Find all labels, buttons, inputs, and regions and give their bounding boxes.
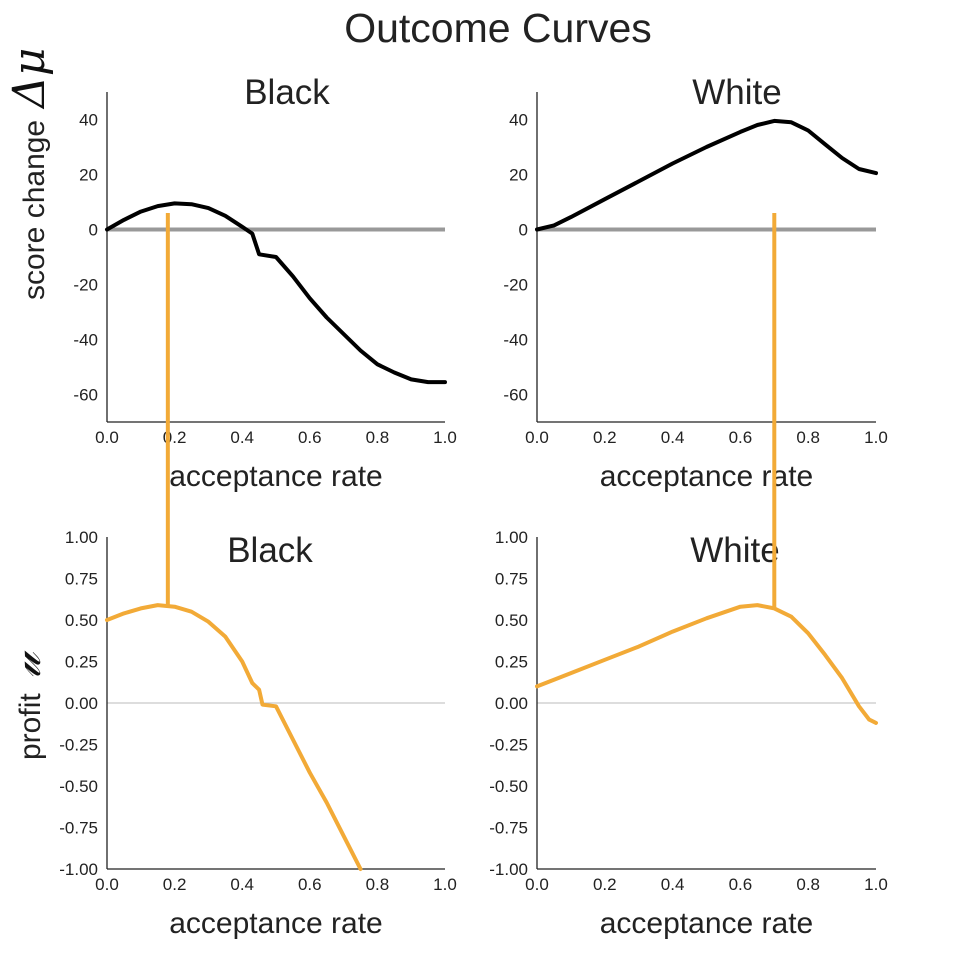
y-tick-label: 0.00 [65, 694, 98, 713]
x-tick-label: 0.2 [593, 428, 617, 447]
series-line-score-change [105, 201, 447, 385]
y-tick-label: 1.00 [65, 528, 98, 547]
panel-title: Black [244, 73, 330, 112]
bottom-row-ylabel: profit 𝓊 [0, 650, 51, 760]
y-tick-label: -0.50 [489, 777, 528, 796]
x-axis-label: acceptance rate [169, 907, 382, 940]
y-tick-label: 0.25 [65, 653, 98, 672]
x-tick-label: 0.8 [366, 428, 390, 447]
x-axis-label: acceptance rate [600, 460, 813, 493]
top-row-ylabel-text: score change [18, 120, 51, 300]
y-tick-label: 0.50 [65, 611, 98, 630]
x-axis-label: acceptance rate [169, 460, 382, 493]
x-tick-label: 1.0 [864, 875, 888, 894]
y-tick-label: 1.00 [495, 528, 528, 547]
y-tick-label: 0.25 [495, 653, 528, 672]
y-tick-label: -0.75 [59, 819, 98, 838]
y-tick-label: 0 [519, 221, 528, 240]
y-tick-label: -0.75 [489, 819, 528, 838]
y-tick-label: -60 [503, 386, 528, 405]
x-tick-label: 0.0 [525, 875, 549, 894]
chart-panel-bottom-black: 1.00 0.75 0.50 0.25 0.00 -0.25 -0.50 -0.75 -1.00… [59, 528, 457, 940]
x-tick-label: 0.0 [95, 428, 119, 447]
x-tick-label: 0.4 [661, 875, 685, 894]
x-tick-label: 1.0 [433, 428, 457, 447]
y-tick-label: -0.25 [489, 736, 528, 755]
top-row-ylabel: score change Δμ [4, 48, 55, 300]
x-tick-label: 0.2 [593, 875, 617, 894]
chart-panel-top-white: 40 20 0 -20 -40 -60 0.0 0.2 0.4 0.6 0.8 1.0 acceptan… [503, 73, 887, 493]
bottom-row-ylabel-text: profit [14, 693, 47, 760]
x-tick-label: 0.0 [95, 875, 119, 894]
y-tick-label: 0 [89, 221, 98, 240]
y-tick-label: -60 [73, 386, 98, 405]
y-tick-label: -40 [503, 331, 528, 350]
x-tick-label: 0.8 [796, 875, 820, 894]
x-tick-label: 0.4 [661, 428, 685, 447]
x-tick-label: 0.4 [230, 875, 254, 894]
x-tick-label: 0.8 [366, 875, 390, 894]
y-tick-label: -20 [503, 276, 528, 295]
y-tick-label: -1.00 [489, 860, 528, 879]
x-tick-label: 0.6 [298, 428, 322, 447]
x-tick-label: 0.6 [298, 875, 322, 894]
x-tick-label: 0.8 [796, 428, 820, 447]
panel-title: White [692, 73, 781, 112]
y-tick-label: -0.25 [59, 736, 98, 755]
x-tick-label: 0.0 [525, 428, 549, 447]
y-tick-label: -40 [73, 331, 98, 350]
series-line-profit [105, 603, 363, 871]
x-tick-label: 0.4 [230, 428, 254, 447]
y-tick-label: -0.50 [59, 777, 98, 796]
x-tick-label: 0.2 [163, 875, 187, 894]
y-tick-label: 20 [79, 166, 98, 185]
x-tick-label: 0.6 [729, 428, 753, 447]
x-tick-label: 1.0 [433, 875, 457, 894]
y-tick-label: 0.00 [495, 694, 528, 713]
y-tick-label: 40 [79, 111, 98, 130]
bottom-row-ylabel-symbol: 𝓊 [0, 650, 51, 678]
series-line-score-change [535, 118, 878, 232]
y-tick-label: 20 [509, 166, 528, 185]
y-tick-label: -20 [73, 276, 98, 295]
x-tick-label: 0.6 [729, 875, 753, 894]
y-tick-label: 0.75 [495, 570, 528, 589]
panel-title: White [690, 531, 779, 570]
y-tick-label: -1.00 [59, 860, 98, 879]
panel-title: Black [227, 531, 313, 570]
x-tick-label: 1.0 [864, 428, 888, 447]
figure-title: Outcome Curves [344, 5, 652, 51]
top-row-ylabel-symbol: Δμ [4, 48, 55, 110]
x-axis-label: acceptance rate [600, 907, 813, 940]
y-tick-label: 0.75 [65, 570, 98, 589]
series-line-profit [535, 603, 878, 725]
y-tick-label: 40 [509, 111, 528, 130]
chart-panel-bottom-white: 1.00 0.75 0.50 0.25 0.00 -0.25 -0.50 -0.75 -1.00… [489, 528, 888, 940]
connector-lines [165, 213, 777, 609]
chart-panels: 40 20 0 -20 -40 -60 0.0 0.2 0.4 0.6 0.8 1.0 acceptan… [59, 73, 888, 940]
y-tick-label: 0.50 [495, 611, 528, 630]
